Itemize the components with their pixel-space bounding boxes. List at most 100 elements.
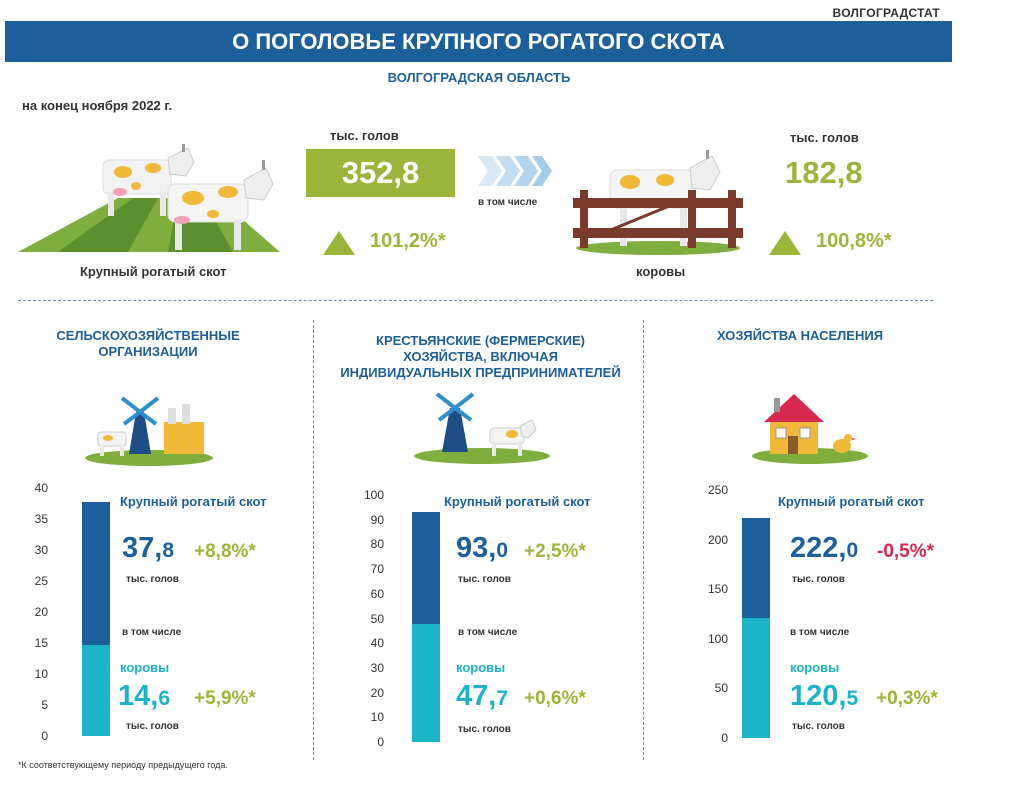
y-axis-tick: 100: [363, 488, 384, 502]
cattle-change: +2,5%*: [524, 541, 586, 562]
y-axis-tick: 25: [34, 574, 48, 588]
link-text: в том числе: [458, 627, 518, 638]
vertical-divider: [643, 320, 644, 760]
cows-label: коровы: [120, 660, 170, 675]
y-axis-tick: 5: [41, 698, 48, 712]
cows-label: коровы: [456, 660, 506, 675]
cattle-growth: 101,2%*: [370, 230, 446, 252]
summary-link-text: в том числе: [478, 197, 538, 208]
cattle-value-int: 93,: [456, 532, 497, 564]
y-axis-tick: 100: [707, 631, 728, 646]
report-date: на конец ноября 2022 г.: [22, 98, 173, 113]
cows-value-dec: 6: [158, 687, 171, 710]
cows-unit: тыс. голов: [458, 724, 511, 735]
up-triangle-icon: [769, 231, 801, 255]
cows-value-int: 14,: [118, 680, 159, 712]
cows-unit: тыс. голов: [792, 721, 845, 732]
y-axis-tick: 10: [34, 667, 48, 681]
cattle-value-int: 222,: [790, 532, 847, 564]
section-title-agri-org: СЕЛЬСКОХОЗЯЙСТВЕННЫЕ ОРГАНИЗАЦИИ: [18, 328, 278, 360]
cows-change: +0,6%*: [524, 688, 586, 709]
y-axis-tick: 50: [714, 681, 728, 696]
cows-growth: 100,8%*: [816, 230, 892, 252]
windmill-cow-icon: [414, 392, 550, 464]
section-title-line: КРЕСТЬЯНСКИЕ (ФЕРМЕРСКИЕ): [376, 333, 585, 348]
cattle-change: -0,5%*: [877, 541, 935, 562]
cows-unit: тыс. голов: [126, 721, 179, 732]
cattle-unit-label: тыс. голов: [330, 128, 399, 143]
cattle-bar: [412, 512, 440, 625]
y-axis-tick: 50: [370, 611, 384, 626]
cattle-unit: тыс. голов: [126, 574, 179, 585]
cows-value-int: 120,: [790, 680, 847, 712]
cattle-change: +8,8%*: [194, 541, 256, 562]
y-axis-tick: 60: [370, 586, 384, 601]
cows-bar: [412, 624, 440, 742]
cattle-value-dec: 0: [496, 539, 509, 562]
section-title-line: ИНДИВИДУАЛЬНЫХ ПРЕДПРИНИМАТЕЛЕЙ: [340, 365, 621, 380]
y-axis-tick: 150: [707, 582, 728, 597]
link-text: в том числе: [790, 627, 850, 638]
cattle-label: Крупный рогатый скот: [120, 494, 267, 509]
organization-name: ВОЛГОГРАДСТАТ: [832, 6, 940, 20]
section-title-farms: КРЕСТЬЯНСКИЕ (ФЕРМЕРСКИЕ) ХОЗЯЙСТВА, ВКЛ…: [318, 333, 643, 381]
up-triangle-icon: [323, 231, 355, 255]
y-axis-tick: 0: [721, 731, 728, 745]
cattle-label: Крупный рогатый скот: [778, 494, 925, 509]
y-axis-tick: 15: [34, 636, 48, 650]
cattle-caption: Крупный рогатый скот: [80, 264, 227, 279]
cattle-label: Крупный рогатый скот: [444, 494, 591, 509]
y-axis-tick: 35: [34, 512, 48, 526]
cattle-unit: тыс. голов: [792, 574, 845, 585]
y-axis-tick: 40: [34, 481, 48, 495]
horizontal-divider: [18, 300, 933, 301]
region-title: ВОЛГОГРАДСКАЯ ОБЛАСТЬ: [387, 70, 571, 85]
section-title-line: СЕЛЬСКОХОЗЯЙСТВЕННЫЕ: [56, 328, 240, 343]
cattle-bar: [742, 517, 770, 619]
cows-value-dec: 7: [496, 687, 509, 710]
y-axis-tick: 40: [370, 636, 384, 651]
page-title-text: О ПОГОЛОВЬЕ КРУПНОГО РОГАТОГО СКОТА: [232, 28, 725, 54]
windmill-farm-icon: [85, 396, 213, 466]
cows-caption: коровы: [636, 264, 686, 279]
cows-value: 120,5: [790, 680, 858, 713]
cattle-value: 222,0: [790, 532, 858, 565]
section-title-line: ХОЗЯЙСТВА НАСЕЛЕНИЯ: [716, 328, 884, 343]
section-title-households: ХОЗЯЙСТВА НАСЕЛЕНИЯ: [650, 328, 950, 344]
house-chicken-icon: [752, 394, 868, 464]
cows-bar: [82, 645, 110, 736]
cows-label: коровы: [790, 660, 840, 675]
cattle-value: 93,0: [456, 532, 508, 565]
cattle-on-field-icon: [18, 144, 280, 252]
cows-value: 14,6: [118, 680, 170, 713]
y-axis-tick: 20: [34, 605, 48, 619]
page-title: О ПОГОЛОВЬЕ КРУПНОГО РОГАТОГО СКОТА: [5, 21, 952, 62]
y-axis-tick: 0: [41, 729, 48, 743]
y-axis-tick: 90: [370, 512, 384, 527]
cattle-value: 37,8: [122, 532, 174, 565]
y-axis-tick: 20: [370, 685, 384, 700]
y-axis-tick: 80: [370, 537, 384, 552]
cattle-total-value: 352,8: [306, 149, 455, 197]
cattle-value-dec: 8: [162, 539, 175, 562]
y-axis-tick: 250: [707, 483, 728, 497]
cows-change: +5,9%*: [194, 688, 256, 709]
cows-total-value: 182,8: [785, 155, 863, 190]
y-axis-tick: 200: [707, 532, 728, 547]
cattle-bar: [82, 501, 110, 646]
link-text: в том числе: [122, 627, 182, 638]
section-title-line: ХОЗЯЙСТВА, ВКЛЮЧАЯ: [403, 349, 558, 364]
vertical-divider: [313, 320, 314, 760]
cattle-value-dec: 0: [846, 539, 859, 562]
cattle-unit: тыс. голов: [458, 574, 511, 585]
y-axis-tick: 30: [370, 660, 384, 675]
section-title-line: ОРГАНИЗАЦИИ: [98, 344, 198, 359]
cows-value-int: 47,: [456, 680, 497, 712]
cows-unit-label: тыс. голов: [790, 130, 859, 145]
y-axis-tick: 30: [34, 543, 48, 557]
cows-bar: [742, 618, 770, 738]
cow-behind-fence-icon: [573, 150, 743, 255]
y-axis-tick: 0: [377, 735, 384, 749]
cows-value: 47,7: [456, 680, 508, 713]
chevrons-right-icon: [478, 156, 552, 186]
